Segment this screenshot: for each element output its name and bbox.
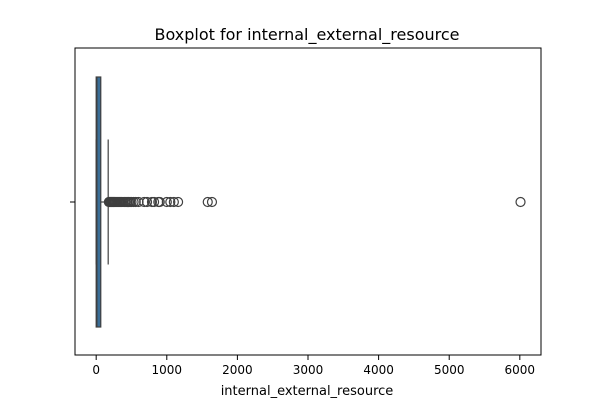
x-tick-label: 4000 bbox=[363, 363, 394, 377]
outlier-point bbox=[165, 196, 176, 208]
box-series bbox=[95, 76, 109, 328]
chart-title: Boxplot for internal_external_resource bbox=[154, 25, 459, 45]
outlier-point bbox=[141, 196, 153, 208]
iqr-box bbox=[95, 76, 102, 328]
x-tick-label: 2000 bbox=[222, 363, 253, 377]
x-tick-label: 0 bbox=[92, 363, 100, 377]
x-axis-label: internal_external_resource bbox=[221, 384, 394, 399]
outlier-point bbox=[202, 196, 213, 208]
x-axis-ticks: 0 1000 2000 3000 4000 5000 6000 bbox=[92, 355, 535, 377]
outlier-point bbox=[148, 196, 160, 208]
outlier-points bbox=[103, 196, 526, 208]
outlier-point bbox=[139, 196, 150, 208]
x-tick-label: 3000 bbox=[293, 363, 324, 377]
x-tick-label: 5000 bbox=[434, 363, 465, 377]
outlier-point bbox=[206, 196, 218, 208]
outlier-point bbox=[515, 196, 526, 208]
outlier-point bbox=[172, 196, 184, 208]
outlier-point bbox=[154, 196, 165, 208]
plot-area-frame bbox=[74, 47, 542, 356]
outlier-point bbox=[161, 196, 172, 208]
outlier-point bbox=[168, 196, 179, 208]
x-tick-label: 1000 bbox=[152, 363, 183, 377]
x-tick-label: 6000 bbox=[505, 363, 536, 377]
